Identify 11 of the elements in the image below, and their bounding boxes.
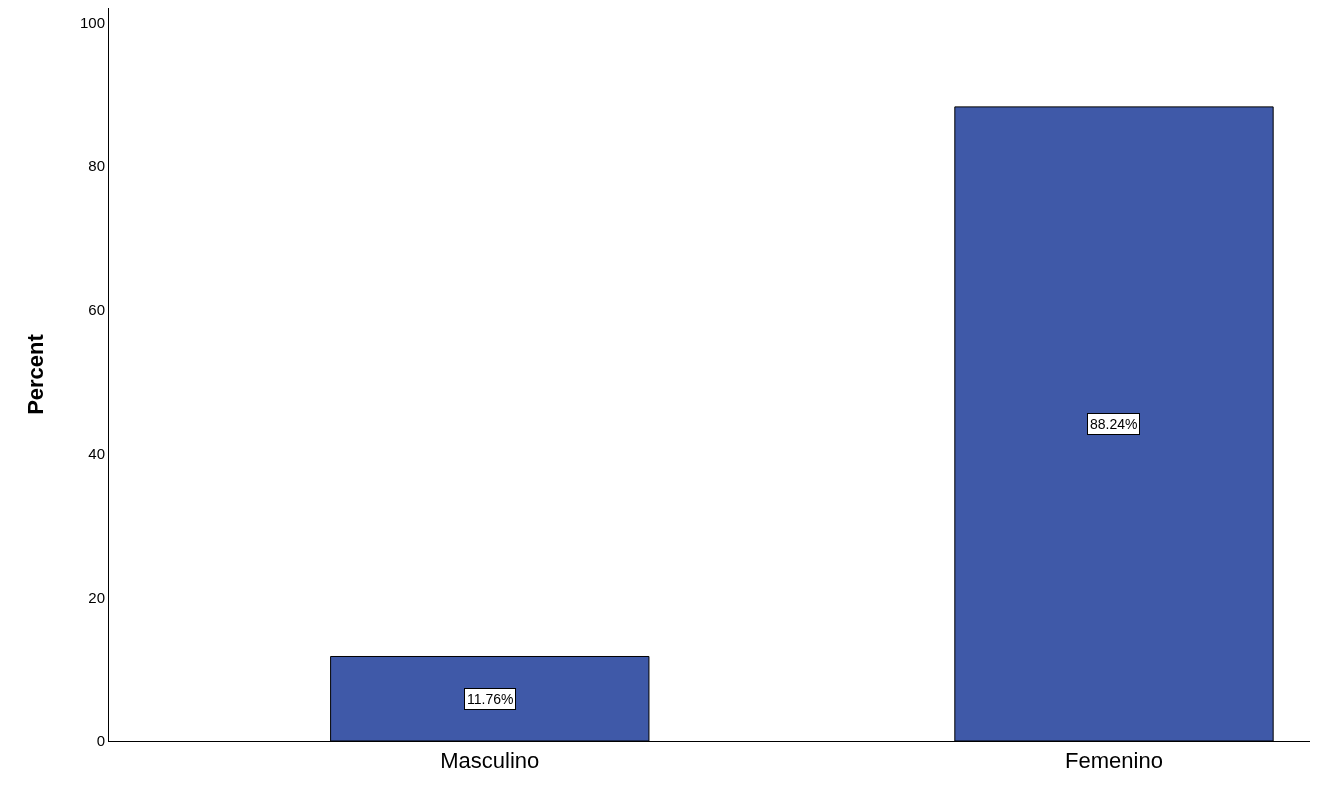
data-label: 11.76% [467,691,514,707]
x-tick-label: Masculino [440,748,540,774]
y-axis-title: Percent [22,333,48,415]
y-tick-label: 0 [96,732,105,750]
data-label: 88.24% [1090,416,1138,432]
y-tick-label: 100 [79,13,105,31]
x-tick-label: Femenino [1065,748,1163,774]
y-tick-label: 80 [88,157,105,175]
y-tick-label: 60 [88,301,105,319]
y-tick-label: 20 [88,588,105,606]
y-tick-label: 40 [88,444,105,462]
